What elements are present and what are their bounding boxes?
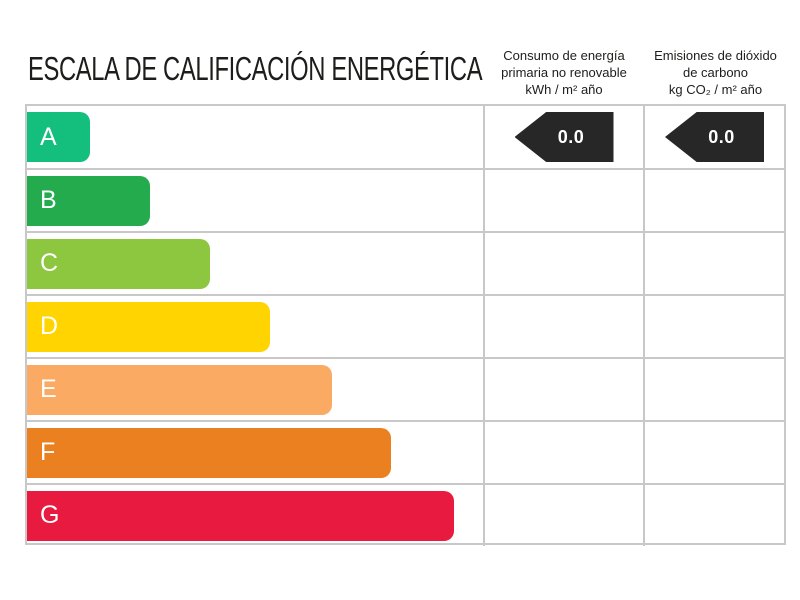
consumption-cell-a: 0.0 — [483, 106, 643, 168]
consumption-cell-c — [483, 233, 643, 294]
consumption-cell-e — [483, 359, 643, 420]
emissions-cell-f — [643, 422, 784, 483]
consumption-header-line-3: kWh / m² año — [525, 82, 603, 97]
rating-bar-f: F — [27, 427, 391, 478]
rating-bar-cell: A — [27, 106, 483, 168]
rating-bar-cell: G — [27, 485, 483, 546]
emissions-cell-g — [643, 485, 784, 546]
rating-row-c: C — [27, 231, 784, 294]
rating-bar-cell: D — [27, 296, 483, 357]
rating-bar-cell: E — [27, 359, 483, 420]
rating-letter: F — [40, 438, 56, 466]
emissions-header-line-2: de carbono — [682, 65, 749, 80]
emissions-cell-b — [643, 170, 784, 231]
consumption-cell-b — [483, 170, 643, 231]
rating-letter: B — [40, 186, 57, 214]
rating-letter: E — [40, 375, 57, 403]
rating-letter: D — [40, 312, 59, 340]
consumption-value: 0.0 — [557, 126, 585, 147]
rating-bar-d: D — [27, 301, 270, 352]
emissions-value: 0.0 — [708, 126, 735, 147]
rating-bar-b: B — [27, 175, 150, 226]
consumption-value-arrow: 0.0 — [514, 112, 614, 162]
rating-row-e: E — [27, 357, 784, 420]
rating-bar-a: A — [27, 112, 90, 162]
consumption-cell-g — [483, 485, 643, 546]
rating-bar-cell: C — [27, 233, 483, 294]
emissions-cell-d — [643, 296, 784, 357]
rating-letter: C — [40, 249, 59, 277]
consumption-header-line-1: Consumo de energía — [503, 48, 625, 63]
energy-rating-table: A 0.0 0.0 B C D E F G — [25, 104, 786, 546]
emissions-cell-a: 0.0 — [643, 106, 784, 168]
consumption-header-line-2: primaria no renovable — [501, 65, 627, 80]
rating-bar-g: G — [27, 490, 454, 541]
rating-bar-cell: F — [27, 422, 483, 483]
emissions-value-arrow: 0.0 — [665, 112, 764, 162]
rating-row-d: D — [27, 294, 784, 357]
rating-letter: G — [40, 501, 60, 529]
rating-row-f: F — [27, 420, 784, 483]
emissions-cell-c — [643, 233, 784, 294]
rating-row-b: B — [27, 168, 784, 231]
rating-letter: A — [40, 122, 57, 151]
rating-row-g: G — [27, 483, 784, 546]
page-title: ESCALA DE CALIFICACIÓN ENERGÉTICA — [28, 50, 483, 87]
emissions-header-line-1: Emisiones de dióxido — [654, 48, 777, 63]
emissions-header-line-3: kg CO₂ / m² año — [668, 82, 763, 97]
consumption-column-header: Consumo de energía primaria no renovable… — [483, 47, 645, 98]
emissions-column-header: Emisiones de dióxido de carbono kg CO₂ /… — [645, 47, 786, 98]
rating-bar-e: E — [27, 364, 332, 415]
emissions-cell-e — [643, 359, 784, 420]
rating-bar-c: C — [27, 238, 210, 289]
rating-row-a: A 0.0 0.0 — [27, 106, 784, 168]
consumption-cell-d — [483, 296, 643, 357]
rating-bar-cell: B — [27, 170, 483, 231]
consumption-cell-f — [483, 422, 643, 483]
